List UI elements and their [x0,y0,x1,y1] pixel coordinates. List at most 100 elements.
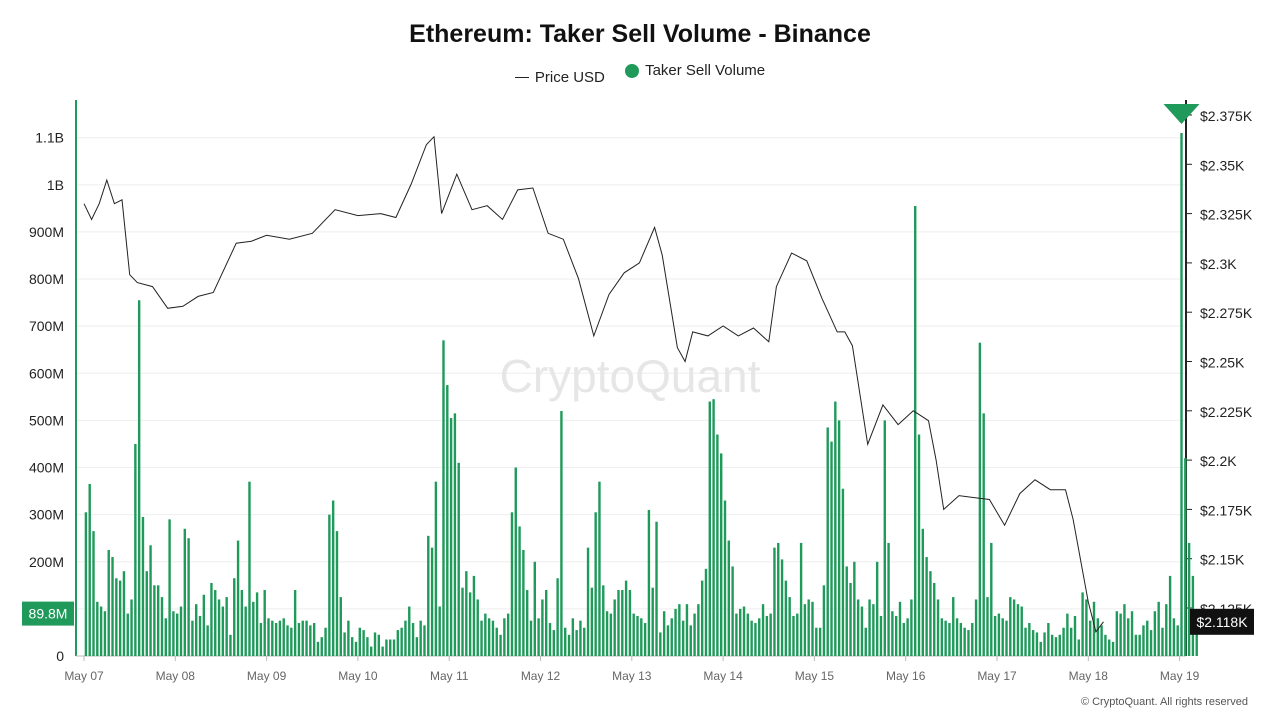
legend-item-price[interactable]: Price USD [514,69,605,86]
volume-bar [1108,639,1111,656]
volume-bar [1161,627,1164,656]
volume-bar [910,599,913,656]
volume-bar [784,580,788,656]
volume-bar [385,639,388,656]
volume-bar [389,639,392,656]
volume-bar [1123,604,1126,656]
volume-bar [632,613,635,656]
x-tick-label: May 10 [338,669,378,683]
volume-bar [449,418,453,656]
volume-bar [754,623,757,656]
volume-bar [929,571,932,656]
volume-bar [183,528,187,656]
volume-bar [1168,575,1172,656]
x-tick-label: May 14 [703,669,743,683]
volume-bar [141,517,145,656]
volume-bar [879,615,883,656]
volume-bar [335,531,339,656]
volume-bar [1016,604,1020,656]
volume-bar [640,618,643,656]
volume-bar [126,613,129,656]
volume-bar [598,481,601,656]
volume-bar [643,623,647,656]
volume-bar [278,620,282,656]
volume-bar [731,566,734,656]
volume-bar [818,627,822,656]
volume-bar [872,604,875,656]
volume-bar [202,594,206,656]
y-left-tick-label: 700M [29,318,64,334]
volume-bar [758,618,761,656]
volume-bar [255,592,259,656]
y-left-tick-label: 0 [56,648,64,664]
peak-marker-icon [1163,104,1200,124]
y-right-tick-label: $2.225K [1200,404,1253,420]
volume-bar [99,606,103,656]
volume-bar [168,519,171,656]
volume-bar [955,618,959,656]
legend-item-volume[interactable]: Taker Sell Volume [625,62,765,79]
volume-bar [1130,611,1134,656]
volume-bar [1039,641,1042,656]
volume-bar [602,585,605,656]
volume-bar [605,611,609,656]
volume-bar [567,634,571,656]
volume-bar [370,646,373,656]
volume-bar [320,637,323,656]
volume-bar [1172,618,1176,656]
volume-bar [990,542,993,656]
y-left-tick-label: 200M [29,554,64,570]
x-tick-label: May 13 [612,669,652,683]
x-tick-label: May 07 [64,669,104,683]
volume-bar [259,623,263,656]
volume-bar [491,620,495,656]
volume-bar [936,599,940,656]
volume-bar [1146,620,1149,656]
volume-bar [1035,632,1039,656]
volume-bar [925,557,928,656]
volume-bar [1062,627,1065,656]
volume-bar [525,590,529,656]
volume-bar [198,615,202,656]
volume-bar [1050,634,1054,656]
volume-bar [134,443,137,656]
volume-bar [476,599,479,656]
volume-bar [457,462,460,656]
volume-bar [651,587,654,656]
volume-bar [427,535,430,656]
volume-bar [282,618,285,656]
volume-bar [1165,604,1168,656]
volume-bar [309,625,312,656]
volume-bar [1073,615,1077,656]
volume-bar [761,604,765,656]
volume-bar [830,441,833,656]
volume-bar [799,542,803,656]
volume-bar [195,604,198,656]
volume-bar [415,637,419,656]
volume-bar [742,606,746,656]
volume-bar [225,597,228,656]
current-volume-badge [22,601,74,626]
volume-bar [845,566,848,656]
volume-bar [408,606,411,656]
volume-bar [906,618,909,656]
volume-bar [1127,618,1130,656]
volume-bar [689,625,692,656]
volume-bar [187,538,190,656]
volume-bar [240,590,244,656]
volume-bar [868,599,871,656]
volume-bar [921,528,925,656]
volume-bar [465,571,468,656]
volume-bar [267,618,270,656]
volume-bar [541,599,544,656]
volume-bar [997,613,1001,656]
x-tick-label: May 18 [1069,669,1109,683]
volume-bar [883,420,886,656]
volume-bar [1005,620,1008,656]
volume-bar [586,547,590,656]
volume-bar [438,606,441,656]
volume-bar [537,618,540,656]
volume-bar [765,615,769,656]
volume-bar [552,630,556,656]
volume-bar [510,512,514,656]
